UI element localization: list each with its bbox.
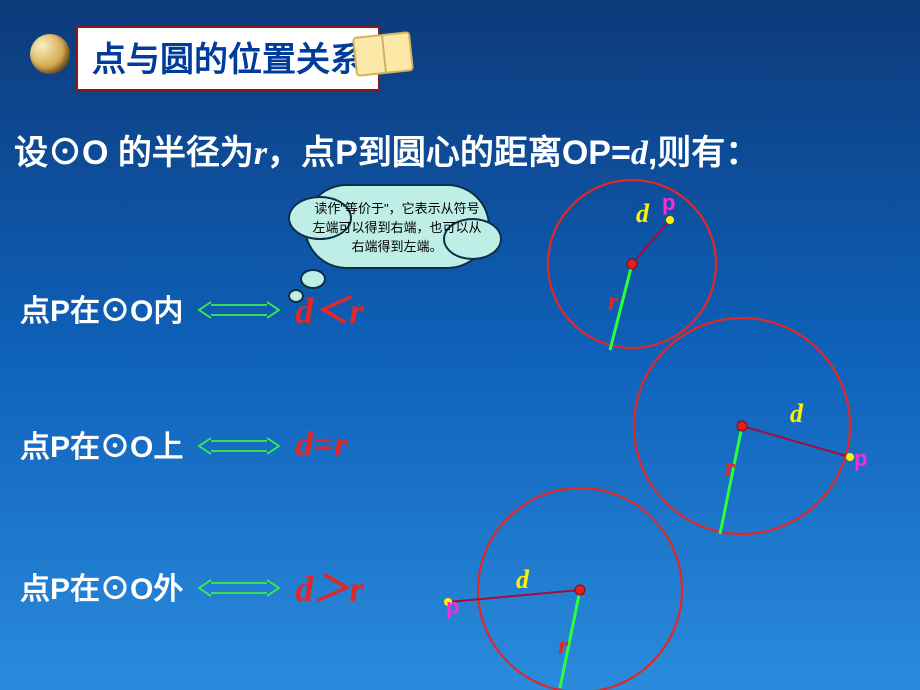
cond-d: d (295, 569, 313, 609)
explain-cloud: 读作"等价于"，它表示从符号左端可以得到右端，也可以从右端得到左端。 (304, 184, 490, 269)
def-suffix: ,则有： (648, 134, 759, 172)
circle-inside: d r p (548, 180, 716, 350)
def-d: d (631, 135, 648, 172)
row-label: 点P在⊙O外 (20, 564, 183, 608)
cloud-bubble (300, 269, 326, 289)
condition-row-on: 点P在⊙O上 d=r (20, 422, 348, 466)
def-r: r (254, 135, 267, 172)
cond-op: = (313, 424, 334, 464)
sphere-icon (30, 34, 70, 74)
svg-text:r: r (608, 287, 619, 316)
row-condition: d＜r (295, 282, 363, 334)
svg-text:p: p (854, 446, 867, 471)
page-title: 点与圆的位置关系 (76, 26, 380, 91)
svg-text:d: d (636, 199, 650, 228)
svg-text:d: d (790, 399, 804, 428)
cond-r: r (349, 569, 363, 609)
svg-text:p: p (662, 190, 675, 215)
svg-text:r: r (558, 631, 569, 660)
condition-row-inside: 点P在⊙O内 d＜r (20, 282, 363, 334)
equiv-arrow-icon (197, 574, 281, 598)
row-condition: d＞r (295, 560, 363, 612)
row-label: 点P在⊙O上 (20, 422, 183, 466)
definition-text: 设⊙O 的半径为r，点P到圆心的距离OP=d,则有： (14, 128, 890, 179)
def-prefix: 设⊙O 的半径为 (14, 134, 254, 172)
cond-op: ＜ (313, 291, 349, 331)
cond-d: d (295, 424, 313, 464)
circle-on: d r p (634, 318, 867, 534)
row-condition: d=r (295, 423, 348, 465)
condition-row-outside: 点P在⊙O外 d＞r (20, 560, 363, 612)
svg-text:p: p (446, 594, 459, 619)
def-mid: ，点P到圆心的距离OP= (267, 134, 631, 172)
svg-text:d: d (516, 565, 530, 594)
circle-outside: d r p (444, 488, 682, 690)
row-label: 点P在⊙O内 (20, 286, 183, 330)
svg-text:r: r (725, 453, 736, 482)
cloud-bubble-small (288, 289, 304, 303)
cond-op: ＞ (313, 569, 349, 609)
cond-r: r (349, 291, 363, 331)
equiv-arrow-icon (197, 432, 281, 456)
book-icon (352, 31, 414, 77)
cond-r: r (334, 424, 348, 464)
equiv-arrow-icon (197, 296, 281, 320)
